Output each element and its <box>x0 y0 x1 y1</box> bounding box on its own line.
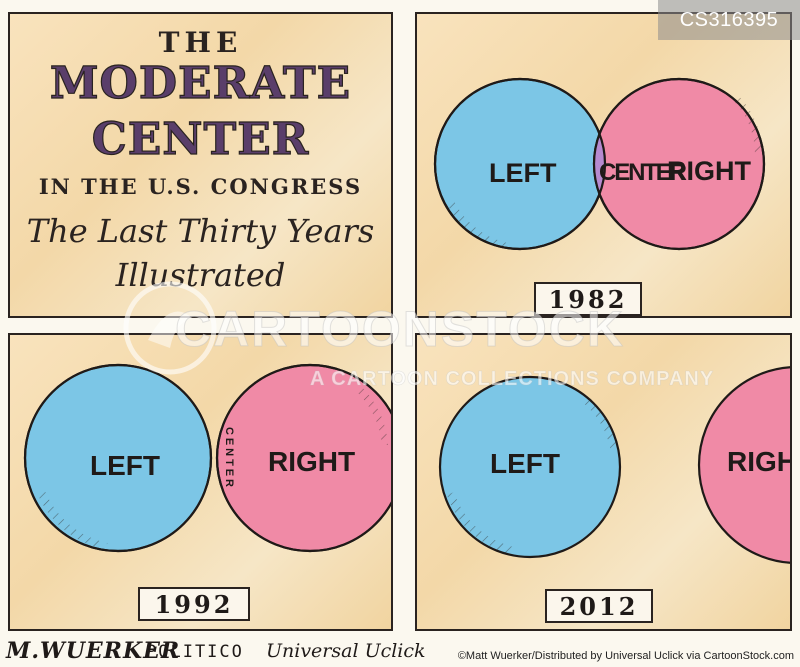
label-left: LEFT <box>90 450 160 481</box>
panel-1992: LEFT CENTER RIGHT 1992 <box>8 333 393 631</box>
title-center: CENTER <box>91 113 310 165</box>
label-left: LEFT <box>489 158 557 188</box>
title-the: THE <box>158 26 243 59</box>
label-center: CENTER <box>599 159 687 186</box>
year-label-2012: 2012 <box>545 589 653 623</box>
label-right: RIGHT <box>667 156 752 186</box>
copyright-credit: ©Matt Wuerker/Distributed by Universal U… <box>457 650 794 662</box>
stock-id-badge: CS316395 <box>658 0 800 40</box>
title-moderate: MODERATE <box>49 57 352 109</box>
artist-signature: M.WUERKER <box>6 638 181 664</box>
footer: M.WUERKER POLITICO Universal Uclick ©Mat… <box>0 636 800 667</box>
venn-1992: LEFT CENTER RIGHT <box>23 363 391 553</box>
year-label-1992: 1992 <box>138 587 250 621</box>
label-right-cut: RIGH <box>727 446 790 477</box>
publication-name: POLITICO <box>146 642 244 662</box>
venn-2012: LEFT RIGH <box>438 366 790 564</box>
syndicate-name: Universal Uclick <box>266 640 426 662</box>
right-circle <box>697 366 790 564</box>
year-label-1982: 1982 <box>534 282 642 316</box>
title-illustrated: Illustrated <box>115 256 286 294</box>
title-congress: IN THE U.S. CONGRESS <box>38 174 363 199</box>
title-last-thirty-years: The Last Thirty Years <box>26 212 375 250</box>
left-circle <box>438 375 622 559</box>
watermark-logo-icon <box>123 281 217 375</box>
label-left: LEFT <box>490 448 560 479</box>
label-right: RIGHT <box>268 446 355 477</box>
venn-1982: LEFT CENTER RIGHT <box>433 77 766 251</box>
watermark-brand: CARTOONSTOCK <box>175 301 625 358</box>
watermark-tagline: A CARTOON COLLECTIONS COMPANY <box>310 368 715 391</box>
panel-1982: LEFT CENTER RIGHT 1982 <box>415 12 792 318</box>
title-panel: THE MODERATE CENTER IN THE U.S. CONGRESS… <box>8 12 393 318</box>
panel-2012: LEFT RIGH 2012 <box>415 333 792 631</box>
